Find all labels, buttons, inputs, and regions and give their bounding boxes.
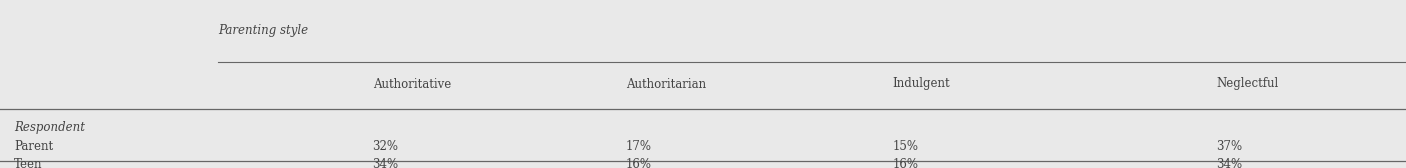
Text: Neglectful: Neglectful [1216, 77, 1278, 91]
Text: 17%: 17% [626, 140, 651, 153]
Text: 37%: 37% [1216, 140, 1243, 153]
Text: Authoritarian: Authoritarian [626, 77, 706, 91]
Text: 32%: 32% [373, 140, 398, 153]
Text: Teen: Teen [14, 158, 42, 168]
Text: Parenting style: Parenting style [218, 24, 308, 37]
Text: 16%: 16% [626, 158, 651, 168]
Text: Parent: Parent [14, 140, 53, 153]
Text: Respondent: Respondent [14, 121, 84, 134]
Text: 34%: 34% [1216, 158, 1243, 168]
Text: Indulgent: Indulgent [893, 77, 950, 91]
Text: 16%: 16% [893, 158, 918, 168]
Text: Authoritative: Authoritative [373, 77, 451, 91]
Text: 15%: 15% [893, 140, 918, 153]
Text: 34%: 34% [373, 158, 399, 168]
